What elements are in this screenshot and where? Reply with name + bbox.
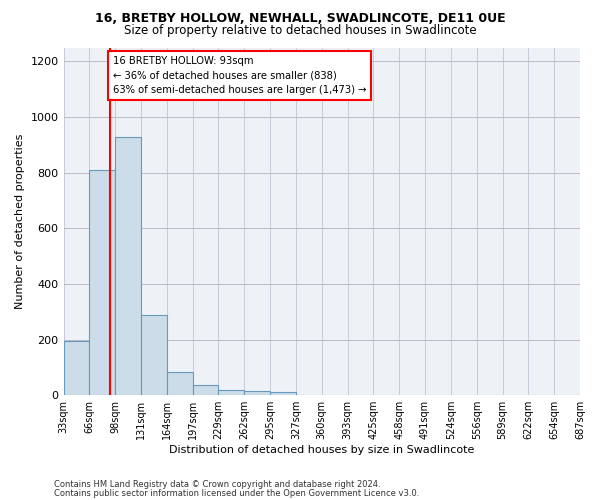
Bar: [193, 386, 218, 395]
Text: 16 BRETBY HOLLOW: 93sqm
← 36% of detached houses are smaller (838)
63% of semi-d: 16 BRETBY HOLLOW: 93sqm ← 36% of detache…: [113, 56, 367, 96]
X-axis label: Distribution of detached houses by size in Swadlincote: Distribution of detached houses by size …: [169, 445, 475, 455]
Bar: [218, 390, 244, 395]
Bar: [270, 392, 296, 395]
Text: Size of property relative to detached houses in Swadlincote: Size of property relative to detached ho…: [124, 24, 476, 37]
Text: Contains public sector information licensed under the Open Government Licence v3: Contains public sector information licen…: [54, 488, 419, 498]
Bar: [115, 136, 141, 395]
Bar: [244, 391, 270, 395]
Bar: [141, 314, 167, 395]
Text: Contains HM Land Registry data © Crown copyright and database right 2024.: Contains HM Land Registry data © Crown c…: [54, 480, 380, 489]
Bar: [64, 341, 89, 395]
Bar: [167, 372, 193, 395]
Y-axis label: Number of detached properties: Number of detached properties: [15, 134, 25, 309]
Bar: [89, 170, 115, 395]
Text: 16, BRETBY HOLLOW, NEWHALL, SWADLINCOTE, DE11 0UE: 16, BRETBY HOLLOW, NEWHALL, SWADLINCOTE,…: [95, 12, 505, 26]
